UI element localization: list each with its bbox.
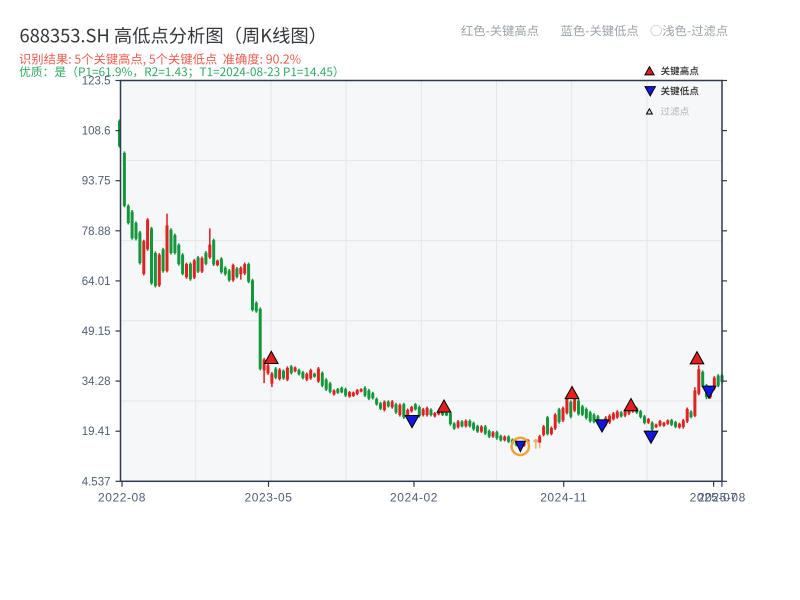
svg-text:34.28: 34.28 [82,376,111,388]
svg-text:2025-08: 2025-08 [698,491,746,505]
svg-text:49.15: 49.15 [82,326,111,338]
svg-text:2024-11: 2024-11 [540,491,587,505]
svg-text:93.75: 93.75 [82,176,111,188]
svg-text:108.6: 108.6 [82,126,111,138]
svg-text:2023-05: 2023-05 [245,491,293,505]
svg-text:2024-02: 2024-02 [390,491,438,505]
svg-text:64.01: 64.01 [82,276,111,288]
svg-text:2022-08: 2022-08 [98,491,146,505]
svg-text:19.41: 19.41 [82,426,111,438]
svg-text:123.5: 123.5 [82,76,111,88]
svg-text:4.537: 4.537 [82,476,111,488]
svg-text:78.88: 78.88 [82,226,111,238]
svg-text:2025-07: 2025-07 [690,491,738,505]
